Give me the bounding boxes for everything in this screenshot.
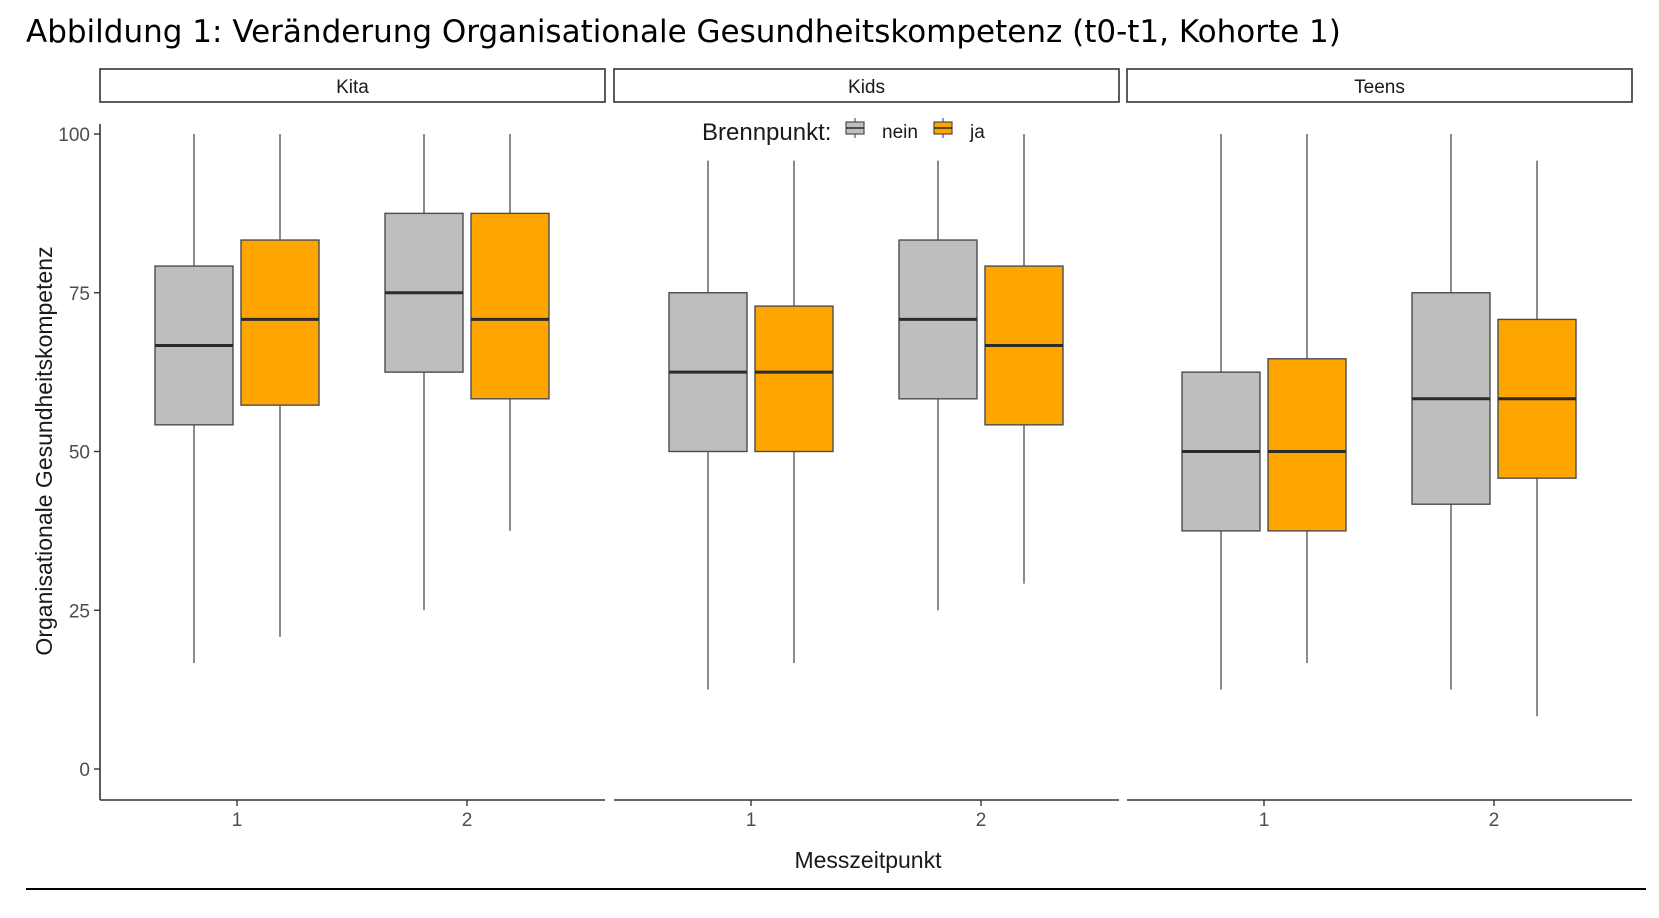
y-tick-label: 100 [58, 125, 90, 146]
x-tick-label: 1 [746, 810, 757, 831]
y-tick-label: 0 [79, 760, 90, 781]
x-axis-title: Messzeitpunkt [794, 847, 942, 873]
facet-strip-kids [613, 68, 1120, 103]
legend-title: Brennpunkt: [702, 119, 831, 146]
y-tick-label: 75 [69, 284, 90, 305]
y-tick-label: 50 [69, 443, 90, 464]
x-tick-label: 2 [1489, 810, 1500, 831]
box-kita-2-ja [470, 212, 550, 400]
box-kita-1-ja [240, 239, 320, 406]
box-kids-1-ja [754, 305, 834, 453]
legend-label-ja: ja [969, 122, 985, 143]
facet-label: Teens [1354, 77, 1405, 98]
x-tick-label: 1 [1259, 810, 1270, 831]
box-teens-1-ja [1267, 358, 1347, 532]
legend-label-nein: nein [882, 122, 918, 143]
facet-label: Kita [336, 77, 369, 98]
facet-strip-kita [99, 68, 606, 103]
bottom-rule [26, 888, 1646, 890]
x-tick-label: 2 [462, 810, 473, 831]
y-axis-title: Organisationale Gesundheitskompetenz [31, 246, 57, 655]
y-tick-label: 25 [69, 601, 90, 622]
x-tick-label: 2 [976, 810, 987, 831]
figure-title: Abbildung 1: Veränderung Organisationale… [26, 14, 1341, 50]
facet-label: Kids [848, 77, 885, 98]
facet-strip-teens [1126, 68, 1633, 103]
x-tick-label: 1 [232, 810, 243, 831]
